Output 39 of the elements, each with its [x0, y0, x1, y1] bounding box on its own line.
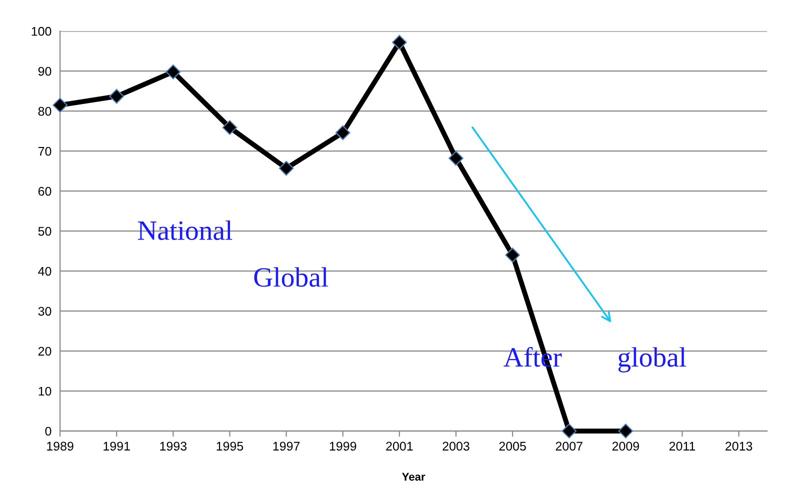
- point: [392, 34, 407, 50]
- y-tick-label: 0: [45, 426, 52, 436]
- y-tick-label: 60: [38, 186, 52, 196]
- x-tick-label: 2009: [612, 442, 639, 451]
- y-tick-label: 70: [38, 146, 52, 156]
- y-tick-label: 100: [32, 26, 52, 36]
- y-tick-label: 30: [38, 306, 52, 316]
- x-tick-label: 1991: [104, 442, 130, 451]
- x-axis-title: Year: [402, 472, 426, 481]
- x-tick-label: 1995: [216, 442, 244, 451]
- annotation: National: [138, 220, 232, 240]
- x-tick-label: 1993: [160, 442, 187, 451]
- y-tick-label: 10: [38, 386, 52, 396]
- x-tick-label: 2001: [386, 442, 413, 451]
- point: [618, 424, 634, 438]
- point: [278, 160, 294, 176]
- x-tick-label: 2007: [556, 442, 582, 451]
- y-tick-label: 90: [38, 66, 52, 76]
- point: [562, 424, 577, 438]
- point: [222, 120, 238, 135]
- x-tick-label: 2013: [726, 442, 752, 451]
- point: [335, 125, 350, 140]
- x-tick-label: 2005: [499, 442, 526, 451]
- y-tick-label: 50: [38, 226, 52, 236]
- point: [448, 150, 464, 166]
- y-tick-label: 40: [38, 266, 52, 276]
- x-tick-label: 1997: [273, 442, 300, 451]
- x-tick-label: 2011: [669, 442, 696, 451]
- point: [166, 64, 181, 80]
- y-tick-label: 20: [38, 346, 52, 356]
- point: [52, 98, 68, 113]
- x-tick-label: 2003: [442, 442, 470, 451]
- point: [109, 88, 124, 104]
- x-tick-label: 1989: [47, 442, 74, 451]
- x-tick-label: 1999: [330, 442, 356, 451]
- point: [505, 248, 520, 262]
- y-tick-label: 80: [38, 106, 52, 116]
- annotation: global: [618, 347, 686, 372]
- annotation: Global: [254, 267, 328, 287]
